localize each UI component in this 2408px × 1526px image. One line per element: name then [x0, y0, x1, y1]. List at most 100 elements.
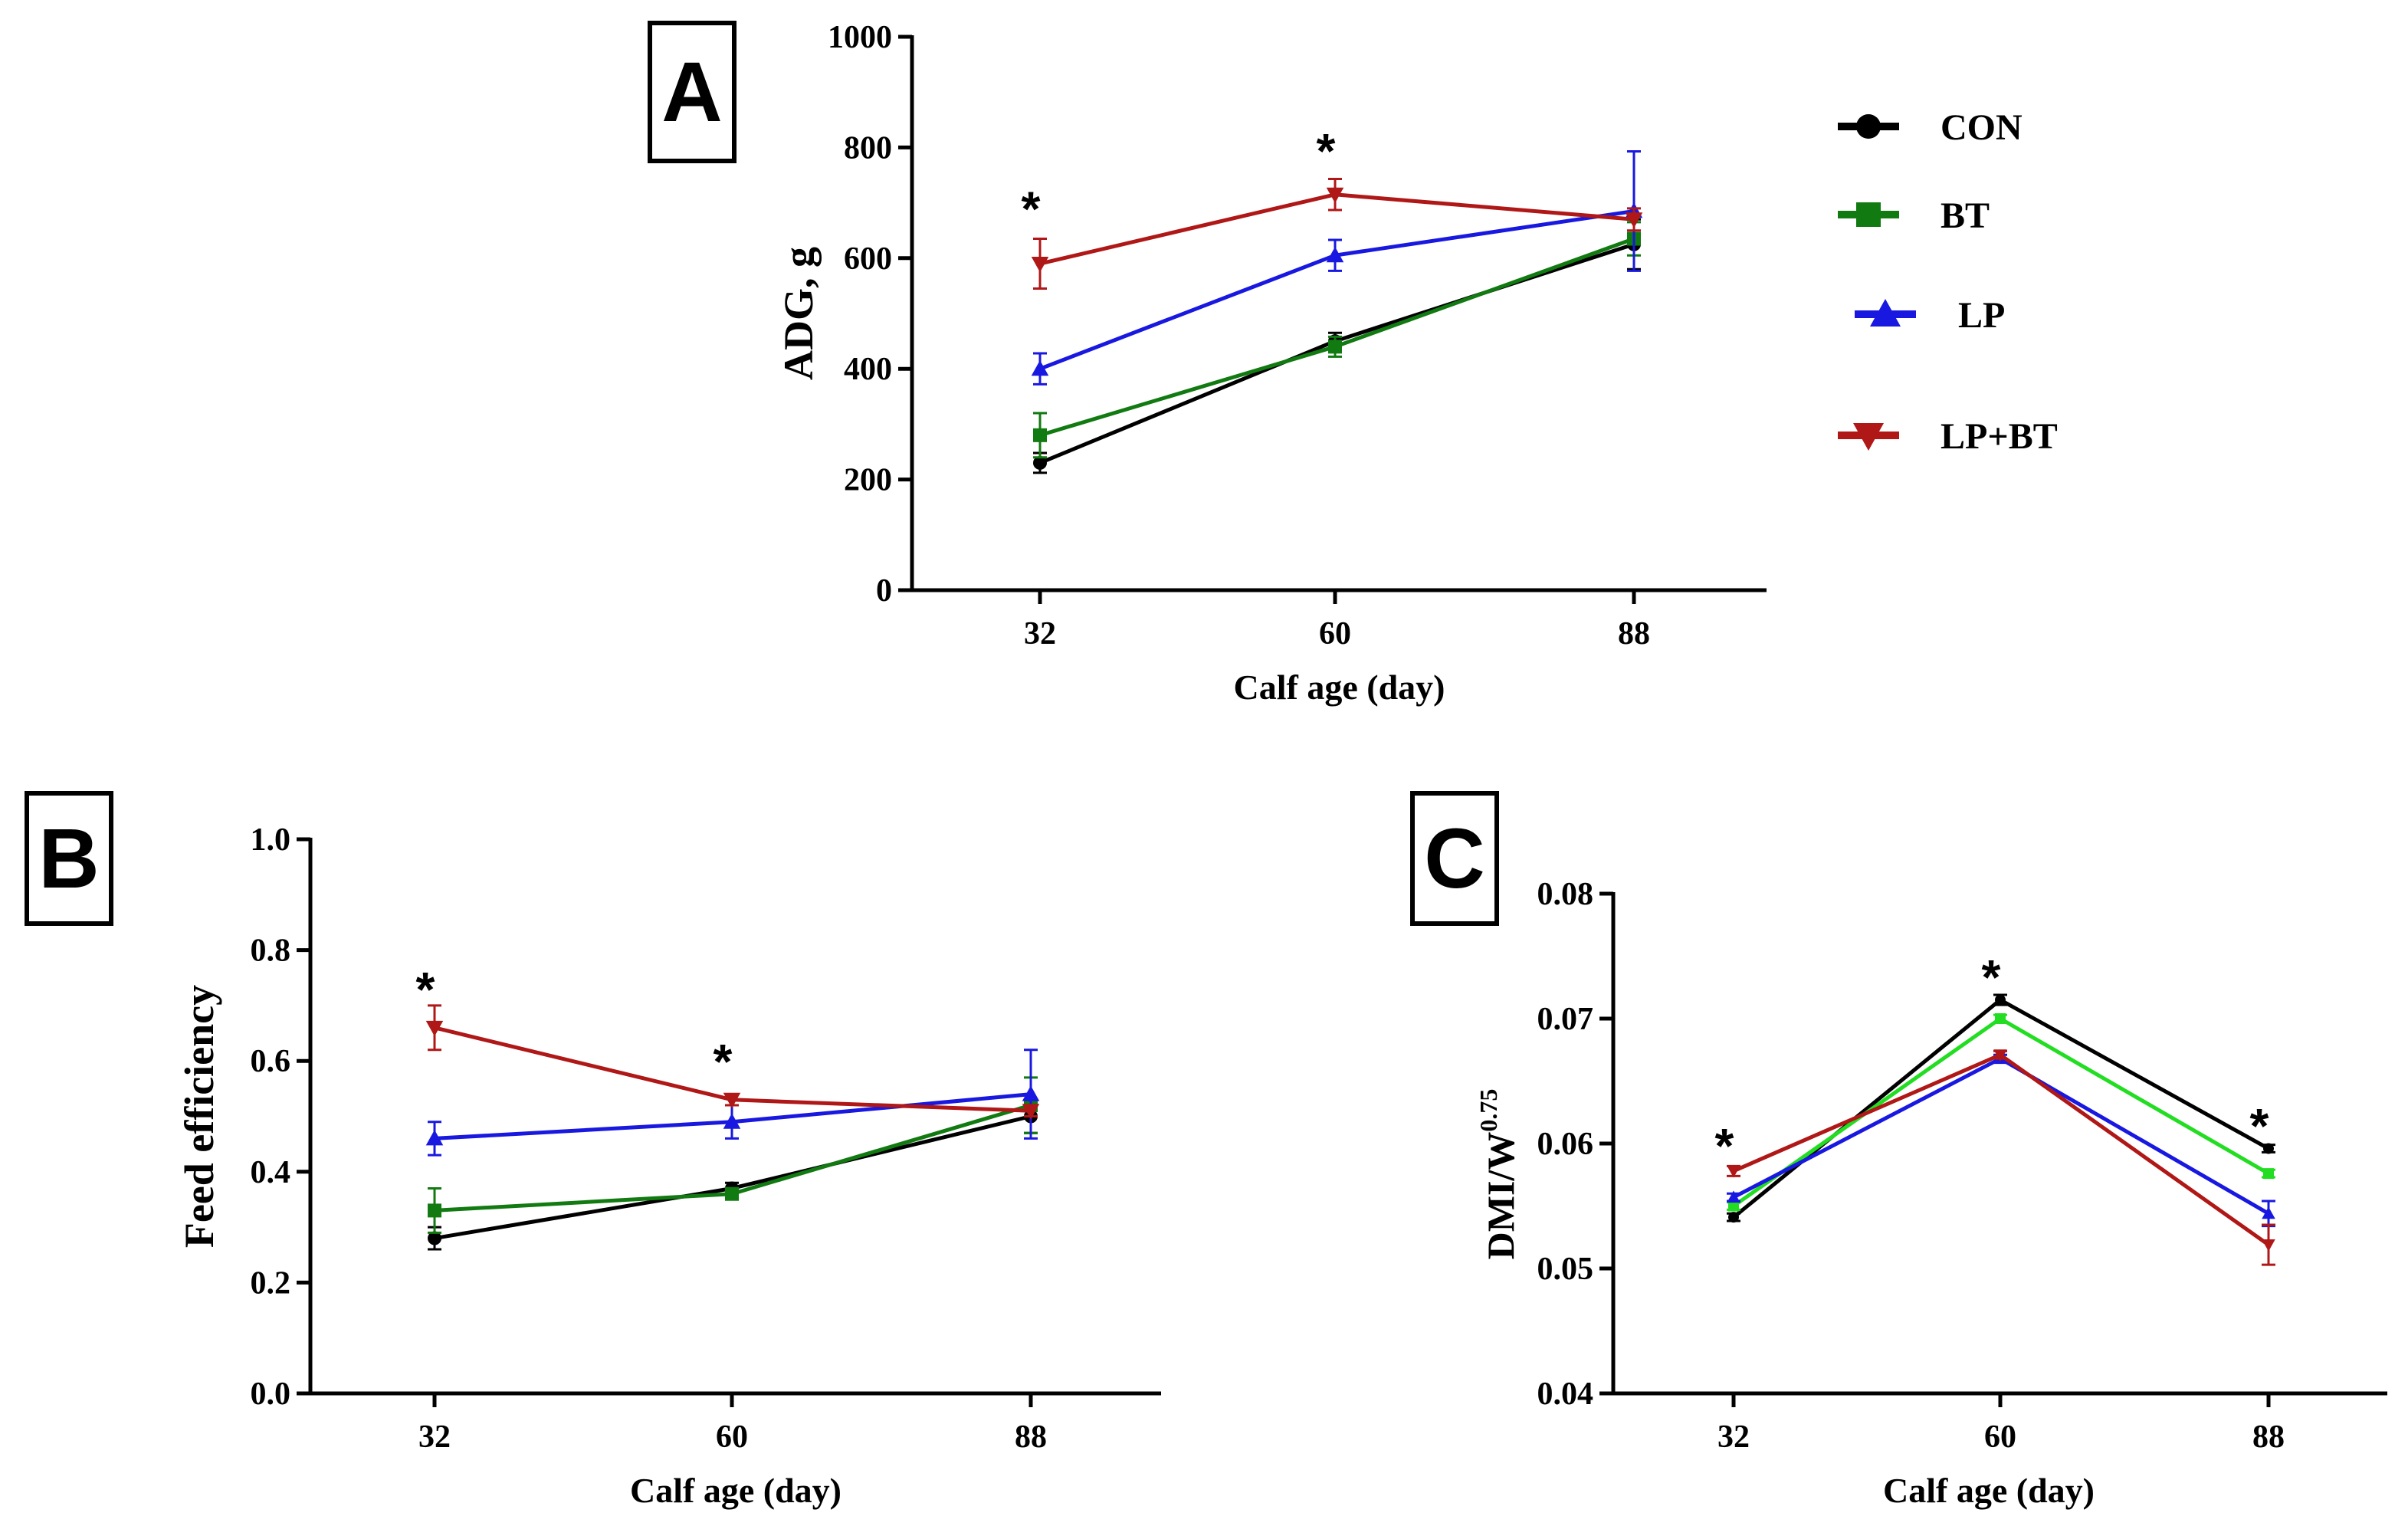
- y-tick-label: 0.6: [251, 1044, 291, 1079]
- legend-label: LP+BT: [1941, 416, 2058, 457]
- y-axis-title: DMI/W0.75: [1475, 1089, 1522, 1260]
- data-point: [1728, 1212, 1739, 1223]
- y-tick-label: 0.05: [1537, 1252, 1594, 1287]
- series-lp-bt: [1727, 1049, 2275, 1266]
- x-axis-title: Calf age (day): [630, 1471, 841, 1510]
- legend-marker: [1856, 114, 1881, 139]
- series-bt: [1727, 1013, 2275, 1212]
- data-point: [428, 1203, 441, 1218]
- y-tick-label: 800: [844, 130, 892, 166]
- legend-marker: [1870, 299, 1901, 327]
- data-point: [2263, 1143, 2274, 1154]
- data-point: [1033, 455, 1047, 470]
- y-axis-title-text: DMI/W: [1479, 1132, 1522, 1260]
- data-point: [1326, 187, 1344, 204]
- y-tick-label: 0.07: [1537, 1002, 1594, 1037]
- y-tick-label: 600: [844, 241, 892, 277]
- y-tick-label: 200: [844, 463, 892, 498]
- x-tick-label: 88: [1618, 616, 1650, 651]
- significance-star: *: [416, 962, 435, 1017]
- data-point: [1995, 1013, 2006, 1024]
- x-tick-label: 32: [418, 1419, 451, 1455]
- y-axis-title: ADG, g: [776, 247, 822, 380]
- data-point: [1728, 1200, 1739, 1212]
- data-point: [2263, 1168, 2274, 1180]
- data-point: [723, 1092, 741, 1109]
- data-point: [1328, 340, 1342, 354]
- x-tick-label: 32: [1024, 616, 1056, 651]
- series-line: [1732, 1016, 2270, 1208]
- y-tick-label: 0.08: [1537, 877, 1594, 912]
- legend-entry-con: CON: [1838, 107, 2023, 148]
- data-point: [1031, 257, 1049, 273]
- data-point: [723, 1113, 741, 1129]
- y-tick-label: 1000: [828, 20, 892, 55]
- data-point: [2262, 1239, 2275, 1252]
- legend-entry-lp-bt: LP+BT: [1838, 416, 2058, 457]
- data-point: [1022, 1104, 1040, 1120]
- data-point: [1995, 994, 2006, 1006]
- significance-star: *: [1317, 123, 1336, 179]
- data-point: [1031, 359, 1049, 376]
- significance-star: *: [2250, 1098, 2269, 1154]
- data-point: [1625, 212, 1643, 228]
- panel-b: B 0.0 0.2 0.4 0.6 0.8 1.0 32 60 88 Calf age (day) F…: [25, 791, 1161, 1510]
- legend-label: LP: [1958, 295, 2005, 336]
- data-point: [425, 1020, 444, 1037]
- y-tick-label: 0.04: [1537, 1377, 1594, 1412]
- panel-letter-box: [1410, 791, 1499, 926]
- series-lp-bt: [425, 1004, 1040, 1120]
- x-axis-title: Calf age (day): [1883, 1471, 2095, 1510]
- legend-marker: [1856, 202, 1881, 227]
- panel-letter: A: [661, 45, 722, 139]
- series-line: [1039, 242, 1635, 465]
- legend-label: CON: [1941, 107, 2023, 148]
- series-con: [1727, 993, 2275, 1223]
- significance-star: *: [714, 1034, 733, 1089]
- data-point: [725, 1186, 739, 1201]
- data-point: [1033, 428, 1047, 442]
- y-tick-label: 1.0: [251, 822, 291, 858]
- y-tick-label: 0.2: [251, 1265, 291, 1301]
- data-point: [425, 1130, 444, 1146]
- y-tick-label: 0.8: [251, 934, 291, 969]
- data-point: [1326, 246, 1344, 263]
- legend: CON BT LP LP+BT: [1838, 107, 2058, 457]
- series-lp-bt: [1031, 178, 1643, 290]
- y-tick-label: 400: [844, 352, 892, 387]
- panel-letter-box: [648, 21, 737, 163]
- legend-label: BT: [1941, 195, 1990, 236]
- panel-c: C 0.04 0.05 0.06 0.07 0.08 32 60 88 Calf age (day…: [1410, 791, 2387, 1510]
- legend-entry-lp: LP: [1855, 295, 2005, 336]
- data-point: [1727, 1165, 1740, 1178]
- y-tick-label: 0.0: [251, 1377, 291, 1412]
- panel-letter-box: [25, 791, 113, 926]
- data-point: [1993, 1049, 2007, 1062]
- panel-letter: B: [38, 812, 99, 906]
- y-axis-title-text: ADG, g: [776, 247, 822, 380]
- y-axis-title: Feed efficiency: [176, 985, 222, 1248]
- data-point: [1022, 1085, 1040, 1101]
- significance-star: *: [1715, 1118, 1734, 1173]
- x-tick-label: 60: [716, 1419, 748, 1455]
- y-tick-label: 0.06: [1537, 1127, 1594, 1162]
- legend-entry-bt: BT: [1838, 195, 1990, 236]
- x-axis-title: Calf age (day): [1234, 668, 1445, 707]
- x-tick-label: 60: [1319, 616, 1351, 651]
- y-axis-title-text: Feed efficiency: [176, 985, 222, 1248]
- panel-letter: C: [1424, 812, 1484, 906]
- legend-marker: [1853, 423, 1884, 451]
- y-tick-label: 0.4: [251, 1155, 291, 1190]
- x-tick-label: 32: [1717, 1419, 1750, 1455]
- panel-a: A 0 200 400 600 800 1000 32 60 88 Calf age (day) AD…: [648, 20, 1767, 707]
- data-point: [1727, 1190, 1740, 1203]
- x-tick-label: 88: [2252, 1419, 2285, 1455]
- y-axis-title-superscript: 0.75: [1475, 1089, 1502, 1132]
- significance-star: *: [1022, 182, 1041, 237]
- x-tick-label: 88: [1015, 1419, 1047, 1455]
- data-point: [428, 1231, 441, 1245]
- x-tick-label: 60: [1984, 1419, 2016, 1455]
- data-point: [2262, 1206, 2275, 1219]
- significance-star: *: [1982, 950, 2001, 1005]
